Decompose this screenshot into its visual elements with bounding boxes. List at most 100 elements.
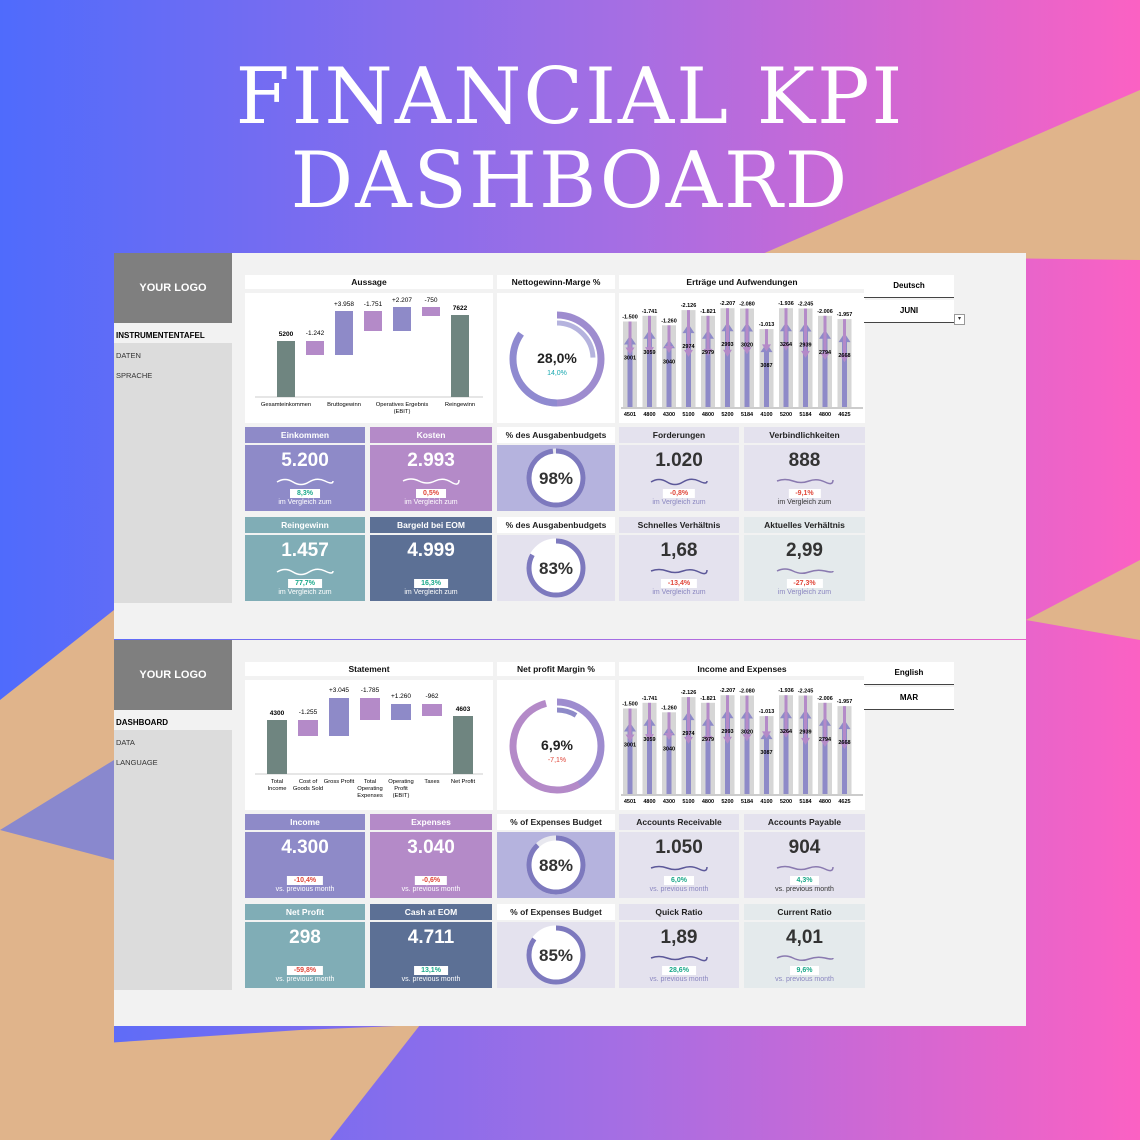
kpi-income-card: 4.300 -10,4% vs. previous month [245,832,365,898]
kpi-expenses-value: 3.040 [407,837,455,858]
waterfall-label-3: -1.785 [361,687,380,694]
ie-expense-arrow [823,315,827,354]
kpi-cash-card: 4.999 16,3% im Vergleich zum [370,535,492,601]
ie-income-arrow [647,337,652,407]
ie-expense-arrow [648,315,651,349]
nav-item-dashboard[interactable]: DASHBOARD [116,718,168,727]
waterfall-bar-gross [335,311,353,355]
sparkline-icon [650,568,708,575]
ie-expense-arrow [648,702,651,736]
month-select[interactable]: MAR [864,687,954,710]
ie-expense-arrowhead [703,348,713,356]
statement-waterfall-chart: 4300 -1.255 +3.045 -1.785 +1.260 -962 46… [245,680,493,810]
waterfall-label-0: 5200 [279,331,294,338]
waterfall-xlabel-2: Cost of [299,779,318,785]
ie-income-label: 4800 [643,412,655,418]
ie-expense-arrowhead [645,347,654,355]
kpi-cash-foot: vs. previous month [401,976,461,983]
kpi-receivable-change: -0,8% [662,489,696,498]
nav-item-language[interactable]: LANGUAGE [116,758,158,767]
kpi-budget-value: 98% [539,469,573,488]
ie-income-arrow [764,738,769,794]
ie-expense-arrowhead [723,349,732,357]
ie-income-label: 4100 [760,799,772,805]
income-expenses-svg: -1.500 3001 4501 -1.741 3059 4800 -1.260 3040 43… [621,688,863,805]
kpi-payable-change: -9,1% [788,489,821,498]
ie-expense-label: -1.013 [759,709,775,715]
ie-mid-label: 2993 [721,342,733,348]
ie-expense-arrowhead [684,349,693,357]
kpi-net-profit-value: 298 [289,927,321,948]
kpi-quick-ratio-title: Quick Ratio [619,904,739,920]
ie-income-label: 4300 [663,799,675,805]
headline-line-2: DASHBOARD [290,136,850,226]
waterfall-bar-opex [360,698,380,720]
kpi-budget-card: 88% [497,832,615,898]
ie-income-arrow [725,717,730,794]
kpi-net-profit-foot: vs. previous month [275,976,335,983]
kpi-budget2-card: 83% [497,535,615,601]
waterfall-bar-taxes [422,704,442,716]
kpi-budget2-title: % des Ausgabenbudgets [497,517,615,533]
kpi-current-ratio-card: 2,99 -27,3% im Vergleich zum [744,535,865,601]
ie-expense-arrow [726,308,729,351]
kpi-income-foot: vs. previous month [275,886,335,893]
nav-item-dashboard[interactable]: INSTRUMENTENTAFEL [116,331,205,340]
month-select[interactable]: JUNI [864,300,954,323]
kpi-cash-title: Bargeld bei EOM [370,517,492,533]
language-select[interactable]: Deutsch [864,275,954,298]
ie-expense-arrow [843,319,846,357]
kpi-expenses-foot: im Vergleich zum [404,499,458,506]
ie-income-label: 4800 [643,799,655,805]
ie-income-arrow [744,717,750,794]
ie-expense-label: -2.126 [681,690,697,696]
ie-expense-arrowhead [840,355,849,363]
ie-mid-label: 2974 [682,731,695,737]
ie-mid-label: 2993 [721,729,733,735]
ie-expense-arrowhead [664,346,674,354]
ie-income-label: 4625 [838,412,850,418]
ie-income-arrow [647,724,652,794]
ie-income-arrow [783,717,789,794]
ie-expense-arrow [745,695,749,736]
nav-item-language[interactable]: SPRACHE [116,371,153,380]
nav-item-data[interactable]: DATEN [116,351,141,360]
ie-expense-arrowhead [820,739,830,747]
ie-expense-label: -1.957 [837,699,853,705]
language-select[interactable]: English [864,662,954,685]
kpi-cash-foot: im Vergleich zum [404,589,458,596]
waterfall-label-2: +3.045 [329,687,349,694]
kpi-current-ratio-title: Aktuelles Verhältnis [744,517,865,533]
ie-income-label: 4501 [624,412,636,418]
nav-item-data[interactable]: DATA [116,738,135,747]
ie-income-arrow [666,734,672,794]
ie-expense-arrowhead [723,736,732,744]
ie-expense-arrow [804,695,807,739]
ie-income-arrow [764,351,769,407]
waterfall-label-0: 4300 [270,710,285,717]
ie-income-label: 5100 [682,412,694,418]
ie-expense-label: -1.936 [778,688,794,694]
ie-expense-arrowhead [762,731,771,739]
income-expenses-chart: -1.500 3001 4501 -1.741 3059 4800 -1.260 3040 43… [619,293,865,423]
margin-gauge: 28,0% 14,0% [497,293,615,423]
waterfall-xlabel-4: Gross Profit [324,779,355,785]
ie-expense-arrow [765,716,768,733]
ie-income-arrow [803,330,808,407]
margin-sub: -7,1% [548,757,566,764]
waterfall-label-5: -962 [425,693,438,700]
waterfall-label-1: -1.255 [299,709,318,716]
ie-expense-label: -2.080 [739,302,755,308]
ie-income-label: 4800 [819,412,831,418]
ie-mid-label: 2939 [799,343,811,349]
ie-expense-arrowhead [781,730,791,738]
logo-placeholder: YOUR LOGO [114,253,232,323]
waterfall-xlabel-3: (EBIT) [394,409,411,415]
kpi-income-title: Income [245,814,365,830]
ie-mid-label: 3059 [643,737,655,743]
ie-expense-label: -1.500 [622,314,638,320]
chevron-down-icon[interactable]: ▾ [954,314,965,325]
ie-mid-label: 3087 [760,750,772,756]
kpi-income-value: 4.300 [281,837,329,858]
ie-income-arrow [666,347,672,407]
